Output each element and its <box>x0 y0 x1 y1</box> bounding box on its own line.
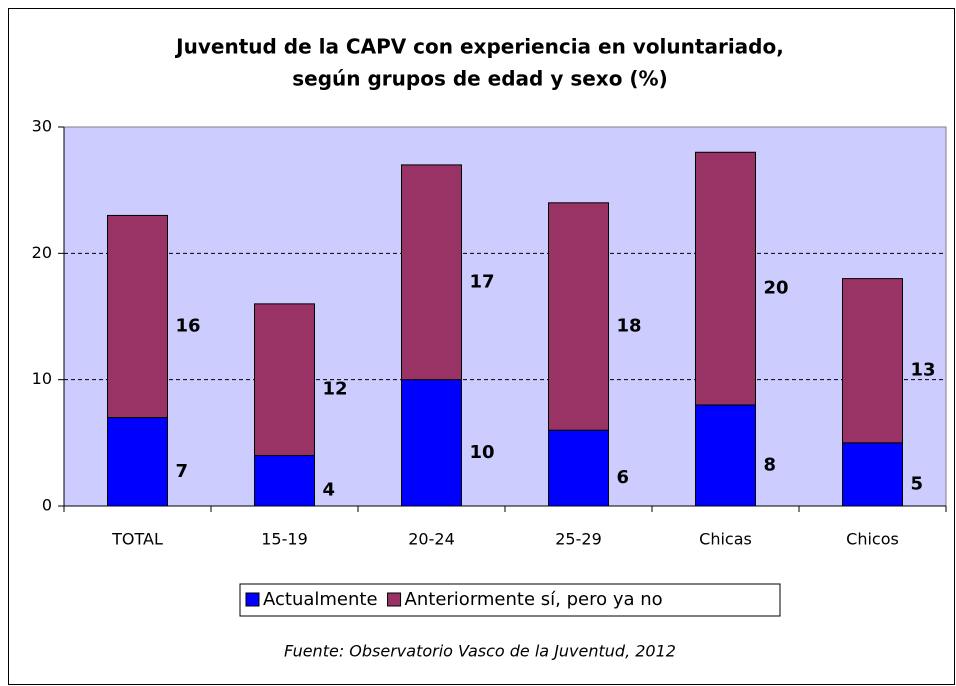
legend-swatch <box>245 592 260 607</box>
chart-title: Juventud de la CAPV con experiencia en v… <box>174 35 784 59</box>
bar <box>548 429 609 507</box>
legend <box>239 583 781 617</box>
data-label: 4 <box>323 480 336 501</box>
data-label: 8 <box>764 454 777 475</box>
bar <box>254 303 315 456</box>
data-label: 20 <box>764 278 789 299</box>
legend-swatch <box>387 592 402 607</box>
bar <box>842 278 903 444</box>
bar <box>254 454 315 507</box>
chart-title: según grupos de edad y sexo (%) <box>292 67 667 91</box>
data-label: 17 <box>470 271 495 292</box>
x-tick-label: 20-24 <box>408 530 455 549</box>
bar <box>548 202 609 431</box>
y-tick-label: 20 <box>32 243 52 262</box>
legend-label: Anteriormente sí, pero ya no <box>405 589 663 610</box>
plot-area <box>63 126 947 507</box>
data-label: 6 <box>617 467 630 488</box>
data-label: 10 <box>470 442 495 463</box>
data-label: 5 <box>911 473 924 494</box>
bar <box>401 379 462 507</box>
x-tick-label: 25-29 <box>555 530 602 549</box>
x-tick-label: Chicos <box>846 530 899 549</box>
bar <box>695 404 756 507</box>
bar <box>695 151 756 406</box>
bar <box>842 442 903 507</box>
legend-label: Actualmente <box>263 589 378 610</box>
x-tick-label: TOTAL <box>111 530 163 549</box>
data-label: 13 <box>911 360 936 381</box>
data-label: 18 <box>617 316 642 337</box>
x-tick-label: 15-19 <box>261 530 308 549</box>
bar <box>107 214 168 419</box>
data-label: 12 <box>323 379 348 400</box>
y-tick-label: 10 <box>32 369 52 388</box>
x-tick-label: Chicas <box>699 530 752 549</box>
bar <box>107 417 168 507</box>
y-tick-label: 30 <box>32 117 52 136</box>
source-note: Fuente: Observatorio Vasco de la Juventu… <box>284 642 676 661</box>
y-tick-label: 0 <box>42 496 52 515</box>
data-label: 16 <box>176 316 201 337</box>
bar <box>401 164 462 381</box>
data-label: 7 <box>176 461 189 482</box>
